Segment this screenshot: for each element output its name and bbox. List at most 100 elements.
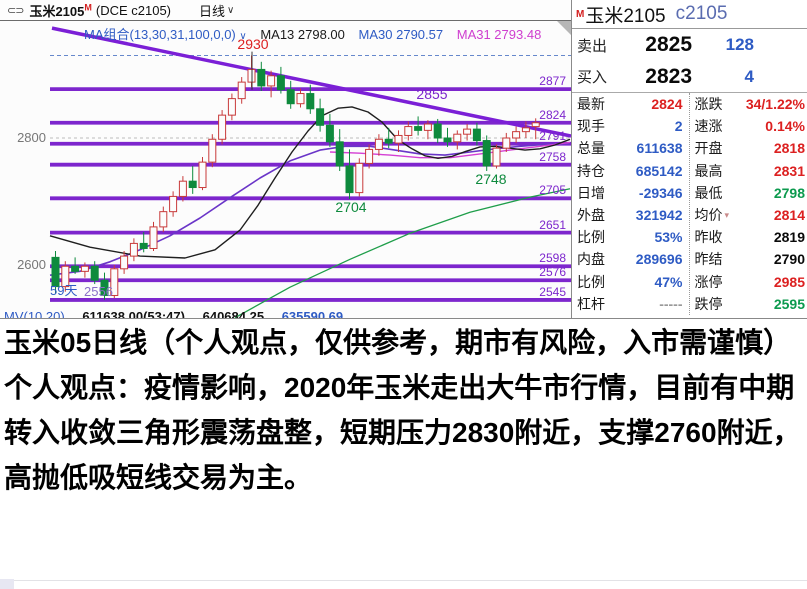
quote-row: 杠杆 ----- bbox=[572, 293, 689, 315]
commentary-disclaimer: 玉米05日线（个人观点，仅供参考，期市有风险，入市需谨慎） bbox=[4, 327, 792, 358]
ask-price[interactable]: 2825 bbox=[645, 33, 692, 56]
chart-canvas[interactable] bbox=[0, 21, 571, 318]
mv-value-3: 635590.69 bbox=[281, 309, 344, 318]
quote-row: 最低 2798 bbox=[690, 182, 807, 204]
quote-row-value: 34/1.22% bbox=[745, 96, 805, 113]
ma-indicator-bar: MA组合(13,30,31,100,0,0) ∨ MA13 2798.00 MA… bbox=[84, 24, 541, 43]
quote-row: 日增 -29346 bbox=[572, 182, 689, 204]
quote-row-value: 2831 bbox=[773, 162, 805, 179]
quote-row-label: 日增 bbox=[577, 184, 605, 201]
quote-row-value: 53% bbox=[654, 229, 683, 246]
quote-row-label: 最新 bbox=[577, 96, 605, 113]
quote-row-value: 289696 bbox=[635, 251, 683, 268]
y-axis-tick: 2600 bbox=[17, 257, 46, 272]
quote-panel-header: M 玉米2105 c2105 bbox=[572, 0, 807, 29]
chart-corner-label: 2556 bbox=[84, 283, 113, 299]
quote-row-label: 跌停 bbox=[694, 295, 723, 312]
mv-label: MV(10,20) bbox=[4, 309, 65, 318]
main-contract-badge: M bbox=[84, 2, 92, 13]
quote-row-value: 2824 bbox=[651, 96, 683, 113]
contract-title: 玉米2105M bbox=[29, 2, 92, 19]
quote-row-value: 0.14% bbox=[765, 118, 805, 135]
ma13-value: MA13 2798.00 bbox=[260, 27, 345, 42]
quote-row: 比例 47% bbox=[572, 271, 689, 293]
quote-row-value: 685142 bbox=[635, 162, 683, 179]
contract-name: 玉米2105 bbox=[585, 5, 666, 27]
quote-row-value: 611638 bbox=[636, 140, 683, 157]
quote-row: 总量 611638 bbox=[572, 137, 689, 159]
quote-row: 最高 2831 bbox=[690, 160, 807, 182]
quote-row: 现手 2 bbox=[572, 115, 689, 137]
quote-row-label: 昨收 bbox=[694, 229, 723, 246]
candlestick-chart[interactable]: MA组合(13,30,31,100,0,0) ∨ MA13 2798.00 MA… bbox=[0, 21, 571, 318]
quote-row: 昨结 2790 bbox=[690, 248, 807, 270]
ask-row: 卖出 2825 128 bbox=[572, 29, 807, 61]
quote-row-value: 2790 bbox=[773, 251, 805, 268]
quote-row-label: 最低 bbox=[694, 184, 723, 201]
chevron-down-icon[interactable]: ∨ bbox=[227, 4, 235, 16]
quote-row: 最新 2824 bbox=[572, 93, 689, 115]
quote-row-value: 2595 bbox=[773, 295, 805, 312]
bottom-edge-strip bbox=[0, 579, 807, 589]
quote-row: 外盘 321942 bbox=[572, 204, 689, 226]
quote-row-label: 比例 bbox=[577, 229, 605, 246]
bid-price[interactable]: 2823 bbox=[645, 64, 692, 88]
quote-row-value: -29346 bbox=[638, 184, 683, 201]
ma-group-selector[interactable]: MA组合(13,30,31,100,0,0) bbox=[84, 27, 236, 42]
price-level-label: 2545 bbox=[539, 284, 566, 299]
bid-row: 买入 2823 4 bbox=[572, 61, 807, 93]
quote-row: 昨收 2819 bbox=[690, 226, 807, 248]
quote-row: 内盘 289696 bbox=[572, 248, 689, 270]
main-contract-badge: M bbox=[576, 8, 585, 20]
volume-indicator-line: MV(10,20) 611638.00(53:47) 640684.25 635… bbox=[4, 309, 343, 318]
quote-row-label: 杠杆 bbox=[577, 295, 605, 312]
price-level-label: 2598 bbox=[539, 251, 566, 266]
avg-price-toggle-icon[interactable]: ▾ bbox=[724, 209, 730, 220]
exchange-code: (DCE c2105) bbox=[95, 2, 171, 18]
quote-row-value: 2985 bbox=[773, 273, 805, 290]
period-selector[interactable]: 日线 bbox=[199, 3, 226, 19]
link-contracts-icon[interactable]: ⊂⊃ bbox=[7, 4, 24, 17]
chart-annotation: 2855 bbox=[416, 85, 448, 102]
quote-row-value: 2 bbox=[674, 118, 683, 135]
quote-row-value: ----- bbox=[659, 295, 683, 312]
quote-row-value: 2819 bbox=[773, 229, 805, 246]
bid-volume: 4 bbox=[744, 66, 754, 86]
quote-row-label: 最高 bbox=[694, 162, 723, 179]
quote-row-value: 2818 bbox=[773, 140, 805, 157]
ma31-value: MA31 2793.48 bbox=[456, 27, 542, 42]
quote-row-label: 比例 bbox=[577, 273, 605, 290]
chart-annotation: 2704 bbox=[335, 198, 367, 215]
chart-annotation: 2748 bbox=[475, 170, 507, 187]
price-level-label: 2576 bbox=[539, 265, 566, 280]
price-level-label: 2705 bbox=[539, 183, 566, 198]
quote-row-value: 47% bbox=[654, 273, 683, 290]
price-level-label: 2877 bbox=[539, 74, 566, 89]
quote-row-label: 速涨 bbox=[694, 118, 723, 135]
mv-value-1: 611638.00(53:47) bbox=[82, 309, 185, 318]
quote-row: 开盘 2818 bbox=[690, 137, 807, 159]
quote-row-label: 均价 bbox=[694, 207, 723, 224]
quote-row-label: 涨跌 bbox=[694, 96, 723, 113]
price-level-label: 2651 bbox=[539, 217, 566, 232]
ask-label: 卖出 bbox=[577, 37, 608, 55]
chevron-down-icon[interactable]: ∨ bbox=[239, 31, 247, 42]
stats-column-right: 涨跌 34/1.22% 速涨 0.14% 开盘 2818 最高 2831 最低 2798 均价 ▾ 28… bbox=[690, 93, 807, 315]
fold-corner-icon[interactable] bbox=[557, 21, 571, 35]
quote-stats-grid: 最新 2824 现手 2 总量 611638 持仓 685142 日增 -29346 外盘 32194… bbox=[572, 93, 807, 315]
quote-row: 跌停 2595 bbox=[690, 293, 807, 315]
bottom-left-decoration bbox=[0, 579, 14, 589]
quote-row-value: 2814 bbox=[773, 207, 805, 224]
quote-row: 持仓 685142 bbox=[572, 160, 689, 182]
price-level-label: 2791 bbox=[539, 128, 566, 143]
quote-row: 速涨 0.14% bbox=[690, 115, 807, 137]
analyst-commentary: 玉米05日线（个人观点，仅供参考，期市有风险，入市需谨慎） 个人观点：疫情影响，… bbox=[0, 318, 807, 580]
quote-row: 涨跌 34/1.22% bbox=[690, 93, 807, 115]
quote-row-label: 开盘 bbox=[694, 140, 723, 157]
quote-row-label: 昨结 bbox=[694, 251, 723, 268]
quote-row: 比例 53% bbox=[572, 226, 689, 248]
price-level-label: 2824 bbox=[539, 107, 566, 122]
quote-row-label: 内盘 bbox=[577, 251, 605, 268]
bid-label: 买入 bbox=[577, 69, 608, 86]
